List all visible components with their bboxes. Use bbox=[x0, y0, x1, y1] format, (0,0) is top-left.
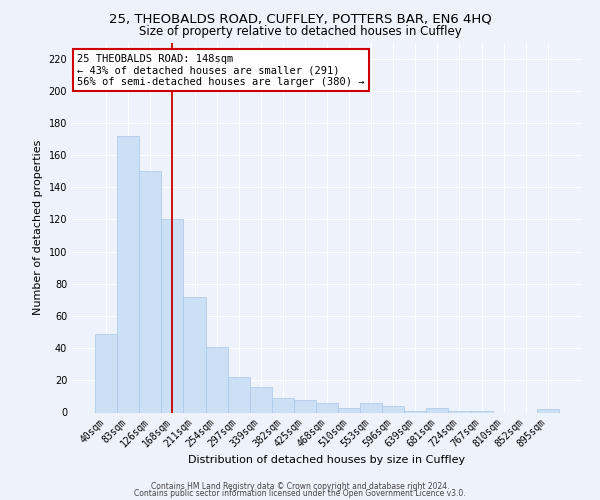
Bar bbox=[448, 411, 470, 412]
Bar bbox=[250, 387, 272, 412]
Bar bbox=[161, 220, 184, 412]
Bar bbox=[427, 408, 448, 412]
Bar bbox=[227, 377, 250, 412]
Text: Contains public sector information licensed under the Open Government Licence v3: Contains public sector information licen… bbox=[134, 489, 466, 498]
Text: 25, THEOBALDS ROAD, CUFFLEY, POTTERS BAR, EN6 4HQ: 25, THEOBALDS ROAD, CUFFLEY, POTTERS BAR… bbox=[109, 12, 491, 26]
Bar bbox=[139, 171, 161, 412]
Y-axis label: Number of detached properties: Number of detached properties bbox=[33, 140, 43, 315]
Bar bbox=[294, 400, 316, 412]
Bar bbox=[272, 398, 294, 412]
Bar bbox=[537, 410, 559, 412]
Text: 25 THEOBALDS ROAD: 148sqm
← 43% of detached houses are smaller (291)
56% of semi: 25 THEOBALDS ROAD: 148sqm ← 43% of detac… bbox=[77, 54, 365, 87]
Bar bbox=[338, 408, 360, 412]
Bar bbox=[117, 136, 139, 412]
Bar bbox=[360, 403, 382, 412]
Text: Size of property relative to detached houses in Cuffley: Size of property relative to detached ho… bbox=[139, 25, 461, 38]
X-axis label: Distribution of detached houses by size in Cuffley: Distribution of detached houses by size … bbox=[188, 455, 466, 465]
Bar bbox=[184, 296, 206, 412]
Bar bbox=[382, 406, 404, 412]
Bar bbox=[316, 403, 338, 412]
Bar bbox=[95, 334, 117, 412]
Bar bbox=[206, 346, 227, 412]
Bar bbox=[470, 411, 493, 412]
Text: Contains HM Land Registry data © Crown copyright and database right 2024.: Contains HM Land Registry data © Crown c… bbox=[151, 482, 449, 491]
Bar bbox=[404, 411, 427, 412]
